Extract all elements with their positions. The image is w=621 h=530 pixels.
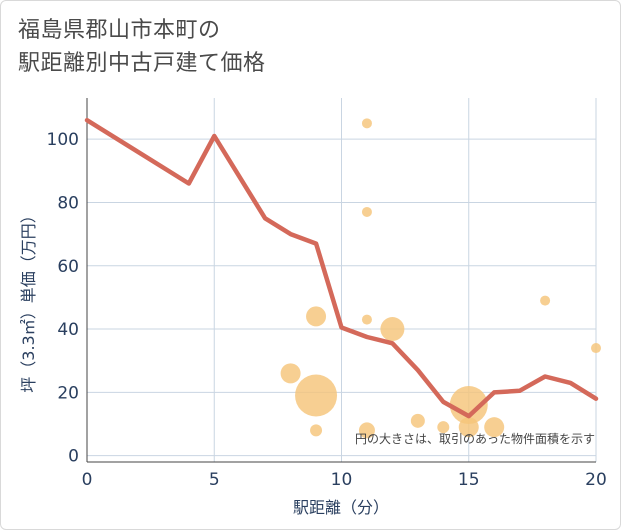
- line-point: [416, 368, 420, 372]
- bubble-point: [591, 343, 601, 354]
- line-point: [212, 134, 216, 138]
- x-tick-label: 20: [585, 470, 607, 490]
- bubble-point: [361, 118, 372, 129]
- ticks: 0 20 40 60 80 100 0 5 10 15 20: [47, 130, 607, 490]
- line-point: [467, 414, 471, 418]
- x-tick-label: 10: [331, 470, 353, 490]
- line-point: [289, 232, 293, 236]
- bubble-point: [361, 206, 372, 217]
- x-tick-label: 5: [209, 470, 220, 490]
- series: [84, 117, 599, 419]
- bubble-point: [306, 306, 327, 327]
- bubble-point: [484, 417, 505, 438]
- chart-title-line2: 駅距離別中古戸建て価格: [18, 51, 266, 76]
- y-tick-label: 0: [68, 447, 79, 467]
- bubbles: [280, 118, 601, 439]
- line-point: [365, 335, 369, 339]
- bubble-point: [410, 413, 425, 428]
- bubble-point: [361, 314, 372, 325]
- y-tick-label: 60: [57, 257, 79, 277]
- line-point: [340, 325, 343, 329]
- bubble-point: [458, 417, 479, 438]
- y-tick-label: 20: [57, 383, 79, 403]
- line-point: [492, 390, 496, 394]
- x-tick-label: 15: [458, 470, 480, 490]
- y-tick-label: 40: [57, 320, 79, 340]
- x-tick-label: 0: [82, 470, 93, 490]
- line-point: [569, 381, 573, 385]
- grid: [86, 98, 597, 463]
- line-point: [390, 341, 394, 345]
- y-tick-label: 100: [47, 130, 79, 150]
- size-note: 円の大きさは、取引のあった物件面積を示す: [355, 431, 595, 446]
- chart-title: 福島県郡山市本町の 駅距離別中古戸建て価格: [18, 14, 266, 80]
- bubble-point: [380, 317, 405, 342]
- y-axis-label: 坪（3.3㎡）単価（万円）: [19, 207, 38, 392]
- chart-title-line1: 福島県郡山市本町の: [18, 18, 221, 43]
- x-axis-label: 駅距離（分）: [293, 498, 389, 517]
- line-point: [187, 181, 191, 185]
- line-point: [594, 397, 598, 401]
- bubble-point: [540, 295, 551, 306]
- bubble-point: [310, 424, 323, 437]
- bubble-point: [449, 386, 488, 425]
- line-point: [85, 118, 89, 122]
- bubble-point: [358, 422, 375, 439]
- bubble-point: [280, 363, 301, 384]
- bubble-point: [295, 374, 338, 417]
- line-point: [441, 400, 445, 404]
- bubble-point: [437, 421, 450, 434]
- line-point: [263, 216, 267, 220]
- line-point: [518, 389, 522, 393]
- line-point: [543, 375, 547, 379]
- y-tick-label: 80: [57, 193, 79, 213]
- line-point: [314, 242, 318, 246]
